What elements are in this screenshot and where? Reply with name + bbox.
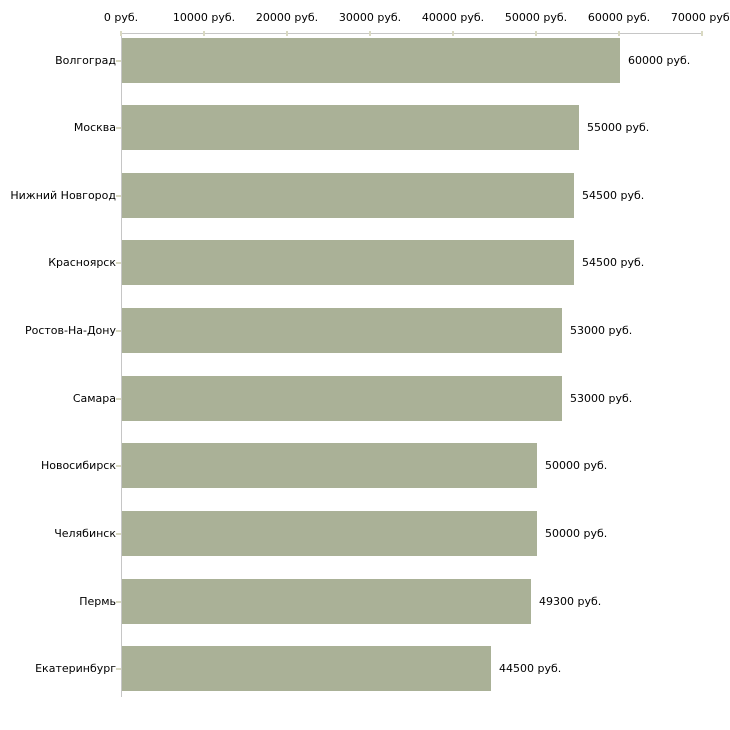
x-axis-tick-label: 30000 руб. bbox=[338, 11, 402, 24]
category-label: Волгоград bbox=[55, 53, 116, 67]
y-axis-tick bbox=[116, 532, 121, 535]
bar bbox=[122, 38, 620, 83]
value-label: 60000 руб. bbox=[628, 53, 691, 67]
x-axis-tick-label: 60000 руб. bbox=[587, 11, 651, 24]
bar bbox=[122, 308, 562, 353]
x-axis-tick-label: 0 руб. bbox=[103, 11, 139, 24]
y-axis-line bbox=[121, 33, 122, 697]
x-axis-tick-label: 50000 руб. bbox=[504, 11, 568, 24]
y-axis-tick bbox=[116, 194, 121, 197]
category-label: Челябинск bbox=[54, 526, 116, 540]
x-axis-tick bbox=[369, 31, 371, 36]
value-label: 50000 руб. bbox=[545, 458, 608, 472]
category-label: Екатеринбург bbox=[35, 661, 116, 675]
value-label: 44500 руб. bbox=[499, 661, 562, 675]
y-axis-tick bbox=[116, 261, 121, 264]
category-label: Красноярск bbox=[48, 255, 116, 269]
bar bbox=[122, 105, 579, 150]
x-axis-tick bbox=[203, 31, 205, 36]
x-axis-tick bbox=[120, 31, 122, 36]
y-axis-tick bbox=[116, 667, 121, 670]
value-label: 49300 руб. bbox=[539, 594, 602, 608]
y-axis-tick bbox=[116, 464, 121, 467]
category-label: Нижний Новгород bbox=[10, 188, 116, 202]
value-label: 53000 руб. bbox=[570, 391, 633, 405]
category-label: Москва bbox=[73, 120, 116, 134]
y-axis-tick bbox=[116, 126, 121, 129]
bar bbox=[122, 376, 562, 421]
y-axis-tick bbox=[116, 59, 121, 62]
x-axis-tick bbox=[701, 31, 703, 36]
x-axis-tick bbox=[535, 31, 537, 36]
category-label: Новосибирск bbox=[40, 458, 116, 472]
value-label: 54500 руб. bbox=[582, 188, 645, 202]
bar bbox=[122, 579, 531, 624]
category-label: Самара bbox=[72, 391, 116, 405]
value-label: 55000 руб. bbox=[587, 120, 650, 134]
x-axis-tick-label: 20000 руб. bbox=[255, 11, 319, 24]
y-axis-tick bbox=[116, 329, 121, 332]
x-axis-tick bbox=[452, 31, 454, 36]
value-label: 54500 руб. bbox=[582, 255, 645, 269]
value-label: 50000 руб. bbox=[545, 526, 608, 540]
x-axis-line bbox=[121, 33, 702, 34]
x-axis-tick-label: 70000 руб. bbox=[670, 11, 730, 24]
bar bbox=[122, 443, 537, 488]
x-axis-tick-label: 40000 руб. bbox=[421, 11, 485, 24]
y-axis-tick bbox=[116, 397, 121, 400]
bar bbox=[122, 511, 537, 556]
y-axis-tick bbox=[116, 600, 121, 603]
bar bbox=[122, 646, 491, 691]
bar bbox=[122, 173, 574, 218]
bar bbox=[122, 240, 574, 285]
value-label: 53000 руб. bbox=[570, 323, 633, 337]
x-axis-tick-label: 10000 руб. bbox=[172, 11, 236, 24]
x-axis-tick bbox=[618, 31, 620, 36]
category-label: Ростов-На-Дону bbox=[24, 323, 116, 337]
category-label: Пермь bbox=[79, 594, 116, 608]
x-axis-tick bbox=[286, 31, 288, 36]
